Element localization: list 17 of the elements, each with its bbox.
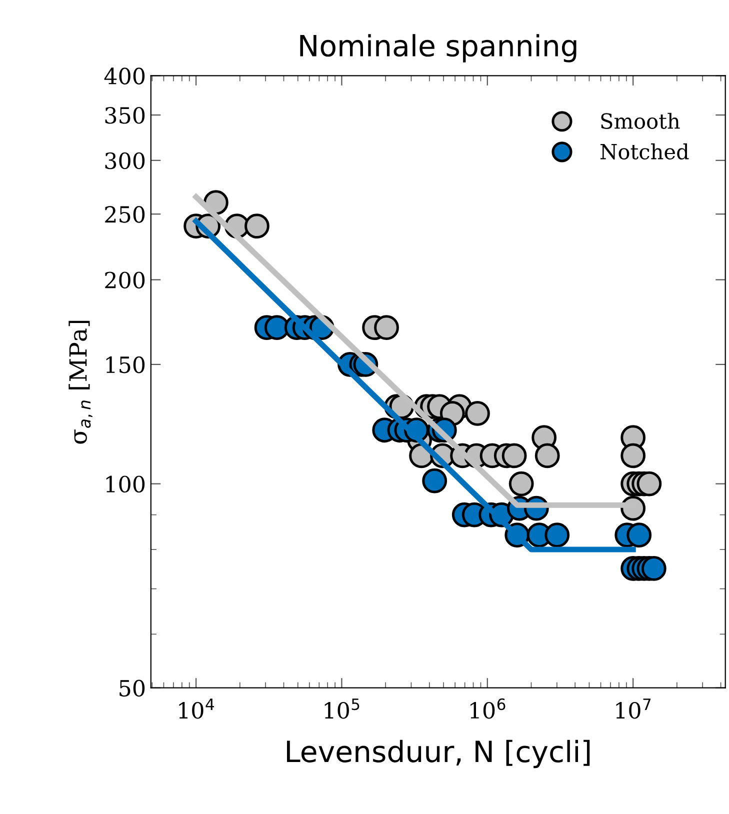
y-tick-label: 50 xyxy=(120,680,145,697)
legend-label: Smooth xyxy=(601,112,680,129)
y-tick-label: 350 xyxy=(105,106,145,124)
x-tick-label: 10$^{5}$ xyxy=(324,698,360,719)
y-tick-label: 100 xyxy=(106,476,145,493)
y-tick-label: 400 xyxy=(104,68,145,84)
legend-label: Notched xyxy=(600,143,689,160)
y-tick-label: 300 xyxy=(105,152,145,170)
x-tick-label: 10$^{7}$ xyxy=(616,698,651,719)
y-tick-label: 250 xyxy=(105,206,145,223)
x-axis-title: Levensduur, N [cycli] xyxy=(287,740,590,768)
y-tick-label: 150 xyxy=(106,356,145,374)
x-tick-label: 10$^{4}$ xyxy=(179,698,214,719)
y-tick-label: 200 xyxy=(105,272,145,289)
y-axis-title: σ$_{a,n}$ [MPa] xyxy=(68,320,92,444)
x-tick-label: 10$^{6}$ xyxy=(470,698,506,719)
chart-title: Nominale spanning xyxy=(300,34,576,62)
